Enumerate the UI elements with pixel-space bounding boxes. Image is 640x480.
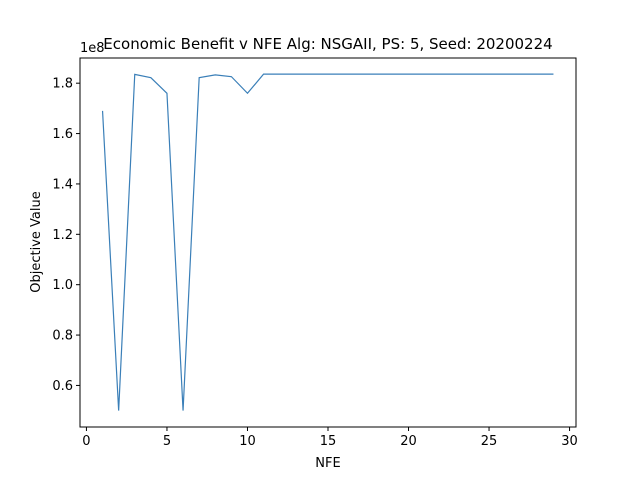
y-tick-label: 0.6 — [52, 379, 73, 394]
x-tick-label: 0 — [82, 434, 90, 449]
plot-area: 0 5 10 15 20 25 30 0.6 0.8 1.0 1.2 1.4 1.6 1.8 — [52, 57, 578, 449]
y-tick-label: 1.6 — [52, 127, 73, 142]
x-tick-label: 15 — [320, 434, 337, 449]
chart-title: Economic Benefit v NFE Alg: NSGAII, PS: … — [103, 35, 552, 53]
x-tick-label: 20 — [400, 434, 417, 449]
x-tick-label: 25 — [481, 434, 498, 449]
y-tick-label: 1.4 — [52, 177, 73, 192]
x-tick-label: 30 — [561, 434, 578, 449]
x-tick-label: 10 — [239, 434, 256, 449]
x-axis-label: NFE — [315, 456, 340, 471]
series-line-0 — [101, 73, 554, 411]
y-tick-label: 0.8 — [52, 329, 73, 344]
y-tick-label: 1.0 — [52, 278, 73, 293]
x-tick-label: 5 — [163, 434, 171, 449]
y-tick-label: 1.2 — [52, 228, 73, 243]
y-tick-label: 1.8 — [52, 77, 73, 92]
y-offset-label: 1e8 — [80, 41, 105, 56]
y-axis-label: Objective Value — [29, 191, 44, 292]
